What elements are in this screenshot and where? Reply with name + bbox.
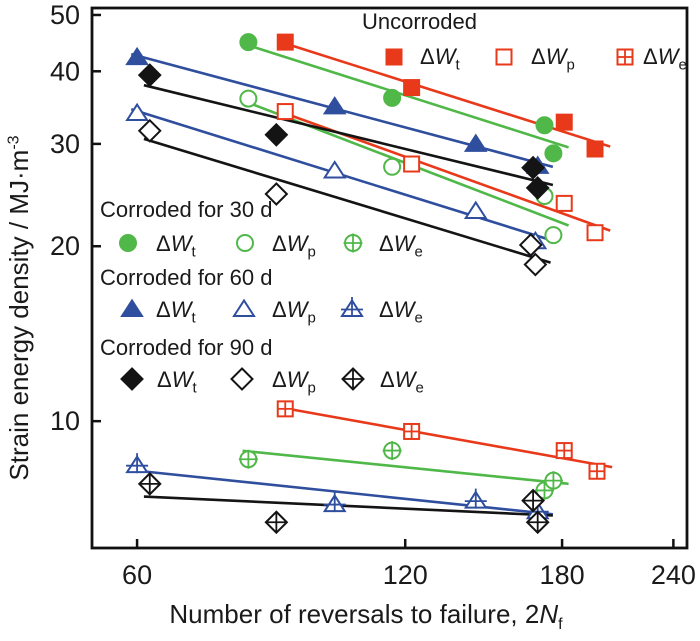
point-4-3 [544, 226, 563, 245]
x-tick-label-60: 60 [122, 560, 152, 590]
point-3-1 [383, 88, 402, 107]
legend-label-90d-wp: ΔWp [272, 367, 316, 397]
point-1-2 [555, 194, 573, 212]
point-6-2 [463, 133, 488, 152]
legend-label-uncorroded-wt: ΔWt [420, 44, 460, 74]
point-0-0 [276, 33, 294, 51]
point-9-1 [264, 122, 289, 147]
legend-label-60d-wp: ΔWp [272, 297, 316, 327]
y-tick-label-40: 40 [50, 56, 80, 86]
legend-group-title-corroded-60d: Corroded for 60 d [100, 265, 273, 290]
legend-open-square-icon [495, 48, 513, 66]
legend-label-uncorroded-we: ΔWe [643, 44, 687, 74]
fit-line-0 [279, 40, 611, 148]
legend-label-60d-wt: ΔWt [156, 297, 196, 327]
x-tick-label-240: 240 [651, 560, 696, 590]
legend-label-90d-wt: ΔWt [157, 367, 197, 397]
y-axis-title: Strain energy density / MJ·m-3 [4, 108, 36, 508]
x-tick-label-180: 180 [540, 560, 585, 590]
y-tick-label-30: 30 [50, 129, 80, 159]
y-axis-title-text: Strain energy density / MJ·m [4, 149, 34, 481]
legend-filled-triangle-icon [120, 298, 144, 317]
legend-filled-diamond-icon [120, 367, 144, 391]
plot-border [90, 6, 689, 550]
point-1-1 [403, 155, 421, 173]
legend-group-title-corroded-30d: Corroded for 30 d [100, 197, 273, 222]
point-7-0 [125, 102, 149, 122]
legend-open-diamond-icon [230, 367, 254, 391]
legend-filled-square-icon [385, 48, 403, 66]
point-3-0 [239, 33, 258, 52]
y-tick-label-10: 10 [50, 406, 80, 436]
point-0-1 [403, 79, 421, 97]
point-1-3 [586, 224, 604, 242]
legend-label-90d-we: ΔWe [380, 367, 424, 397]
legend-group-title-corroded-90d: Corroded for 90 d [100, 335, 273, 360]
point-10-2 [518, 233, 543, 257]
point-7-2 [463, 200, 488, 219]
x-tick-label-120: 120 [383, 560, 428, 590]
point-4-0 [239, 89, 258, 108]
fit-line-11 [143, 495, 553, 517]
point-7-1 [322, 160, 347, 179]
legend-label-30d-we: ΔWe [379, 231, 423, 261]
legend-label-uncorroded-wp: ΔWp [531, 44, 575, 74]
point-6-0 [125, 46, 149, 66]
fit-line-9 [143, 83, 554, 187]
x-axis-title-text: Number of reversals to failure, 2 [169, 599, 540, 629]
x-axis-title: Number of reversals to failure, 2Nf [92, 599, 640, 634]
point-1-0 [276, 103, 294, 121]
point-4-1 [383, 157, 402, 176]
point-3-2 [535, 116, 554, 135]
legend-label-30d-wp: ΔWp [272, 231, 316, 261]
point-10-1 [264, 182, 289, 206]
y-tick-label-50: 50 [50, 0, 80, 30]
point-9-3 [525, 175, 550, 200]
legend-label-60d-we: ΔWe [379, 297, 423, 327]
legend-group-title-uncorroded: Uncorroded [362, 9, 477, 34]
legend-open-triangle-icon [232, 298, 256, 317]
point-10-3 [523, 252, 548, 277]
point-9-2 [521, 155, 546, 180]
x-axis-title-subscript: f [558, 616, 563, 634]
legend-open-circle-icon [236, 234, 254, 252]
legend-filled-circle-icon [119, 234, 137, 252]
y-tick-label-20: 20 [50, 231, 80, 261]
point-3-3 [544, 144, 563, 163]
fit-line-5 [242, 449, 569, 486]
point-6-1 [322, 96, 347, 115]
point-10-0 [137, 118, 162, 143]
point-9-0 [137, 63, 162, 88]
point-0-3 [586, 140, 604, 158]
fit-line-10 [143, 137, 551, 264]
legend-label-30d-wt: ΔWt [156, 231, 196, 261]
x-axis-title-symbol: N [539, 599, 559, 629]
point-0-2 [555, 113, 573, 131]
y-axis-title-superscript: -3 [5, 135, 23, 150]
